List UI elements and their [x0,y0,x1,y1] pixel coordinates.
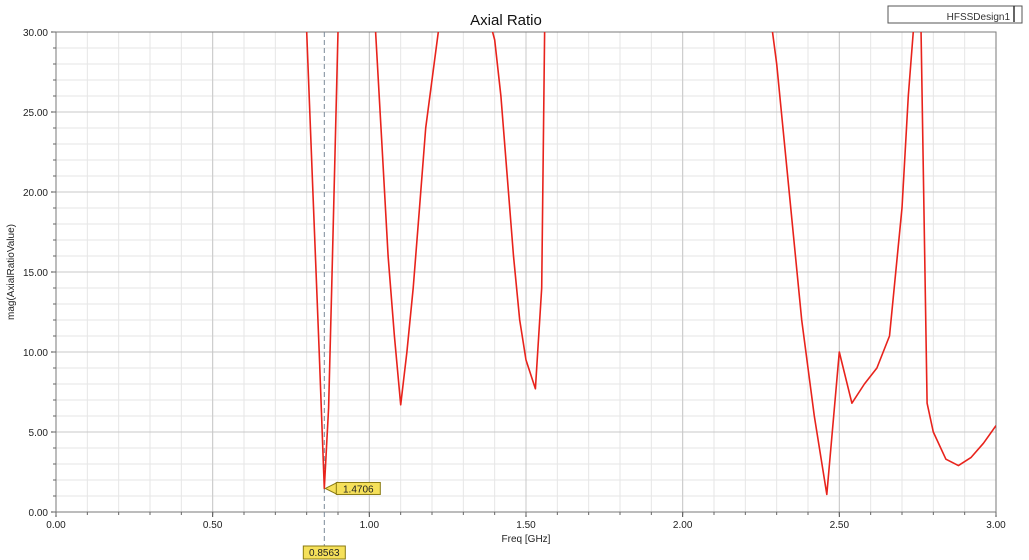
x-tick-label: 0.50 [203,520,223,531]
legend[interactable]: HFSSDesign1 [887,5,1023,24]
marker-x-box [302,545,346,560]
y-tick-label: 30.00 [23,28,48,39]
marker-y-tag[interactable]: 1.4706 [324,481,381,495]
marker-y-box [335,481,381,495]
x-axis-ticks: 0.00 0.50 1.00 1.50 2.00 2.50 3.00 [46,512,1006,531]
series-layer [305,32,996,496]
chart-title: Axial Ratio [470,12,542,29]
marker-x-tag[interactable]: 0.8563 [302,545,346,560]
y-tick-label: 25.00 [23,108,48,119]
y-tick-label: 5.00 [29,428,49,439]
x-tick-label: 1.00 [360,520,380,531]
y-axis-ticks: 0.00 5.00 10.00 15.00 20.00 25.00 30.00 [23,28,56,519]
x-tick-label: 0.00 [46,520,66,531]
y-tick-label: 10.00 [23,348,48,359]
y-tick-label: 0.00 [29,508,49,519]
x-tick-label: 3.00 [986,520,1006,531]
marker-y-value: 1.4706 [343,484,374,495]
legend-label: HFSSDesign1 [947,12,1011,23]
legend-box [887,5,1023,24]
x-tick-label: 2.00 [673,520,693,531]
y-tick-label: 20.00 [23,188,48,199]
marker-x-value: 0.8563 [309,548,340,559]
series-line-0 [305,32,996,496]
x-tick-label: 2.50 [830,520,850,531]
x-axis-label: Freq [GHz] [502,534,551,545]
y-axis-label: mag(AxialRatioValue) [6,224,17,320]
x-tick-label: 1.50 [516,520,536,531]
y-tick-label: 15.00 [23,268,48,279]
